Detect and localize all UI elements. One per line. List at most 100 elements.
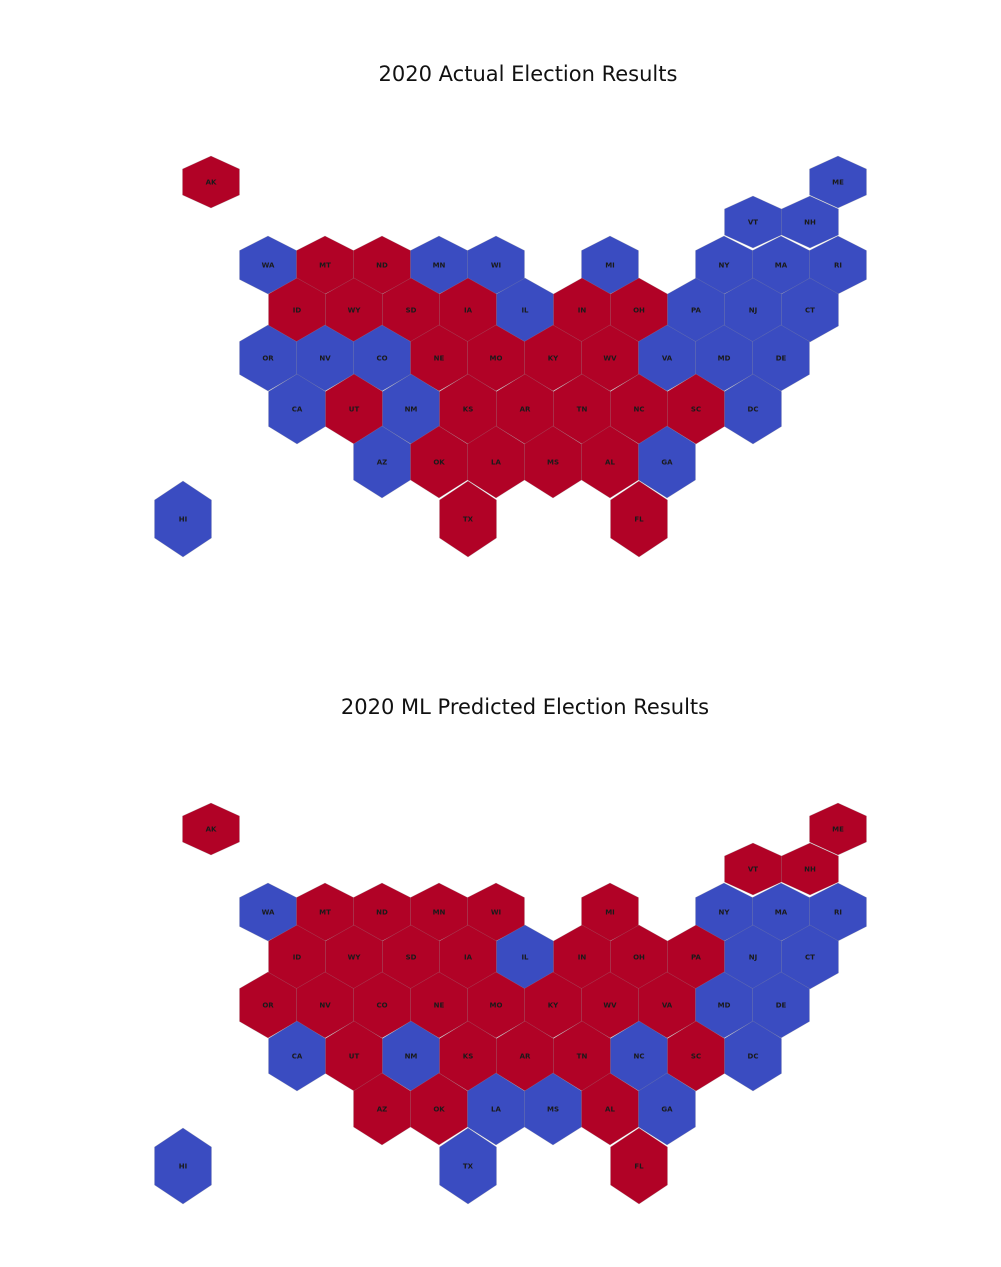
state-hex-hi [154,480,212,558]
state-label-sc: SC [691,406,701,414]
state-label-ri: RI [834,909,842,917]
state-label-nv: NV [319,1002,331,1010]
state-label-wa: WA [262,909,275,917]
state-label-nd: ND [376,262,388,270]
state-label-nj: NJ [749,954,757,962]
state-label-ms: MS [547,459,559,467]
state-label-al: AL [605,459,615,467]
state-label-md: MD [718,1002,731,1010]
state-label-mt: MT [319,262,331,270]
state-label-az: AZ [377,1106,388,1114]
state-label-me: ME [832,826,844,834]
state-label-ca: CA [292,1053,303,1061]
state-label-pa: PA [691,307,701,315]
state-label-sd: SD [406,307,417,315]
state-label-ak: AK [206,826,217,834]
state-label-al: AL [605,1106,615,1114]
state-label-wv: WV [603,355,617,363]
state-label-de: DE [776,1002,787,1010]
state-label-dc: DC [748,406,759,414]
state-label-in: IN [578,954,587,962]
state-label-nm: NM [405,1053,418,1061]
state-label-ok: OK [433,459,445,467]
state-label-dc: DC [748,1053,759,1061]
state-label-md: MD [718,355,731,363]
state-label-ca: CA [292,406,303,414]
actual-state-hexes: AK ME VT NH WA MT ND MN WI MI NY MA RI ID WY SD IA IL IN OH… [154,155,867,558]
state-label-fl: FL [634,1163,644,1171]
state-hex-nh [781,195,839,249]
state-hex-dc [724,1020,782,1092]
state-hex-me [809,155,867,209]
state-label-wv: WV [603,1002,617,1010]
state-label-ia: IA [464,954,473,962]
state-hex-dc [724,373,782,445]
actual-results-map: 2020 Actual Election Results AK ME VT NH WA M… [154,62,867,558]
state-label-mn: MN [433,909,446,917]
state-label-ct: CT [805,954,815,962]
state-label-ar: AR [520,1053,531,1061]
state-label-ga: GA [661,459,673,467]
state-label-wa: WA [262,262,275,270]
state-label-or: OR [262,355,274,363]
state-label-ny: NY [719,262,731,270]
state-hex-me [809,802,867,856]
state-label-vt: VT [748,219,758,227]
state-label-ne: NE [434,355,445,363]
state-label-wi: WI [491,262,501,270]
state-label-il: IL [521,307,529,315]
state-label-ky: KY [548,355,559,363]
state-label-la: LA [491,459,501,467]
state-label-me: ME [832,179,844,187]
state-label-ct: CT [805,307,815,315]
state-label-de: DE [776,355,787,363]
state-label-nh: NH [804,219,816,227]
state-label-la: LA [491,1106,501,1114]
state-label-oh: OH [633,954,645,962]
state-label-sc: SC [691,1053,701,1061]
state-label-nd: ND [376,909,388,917]
predicted-state-hexes: AK ME VT NH WA MT ND MN WI MI NY MA RI ID WY SD IA IL IN OH… [154,802,867,1205]
state-hex-tx [439,480,497,558]
state-label-ne: NE [434,1002,445,1010]
predicted-results-map: 2020 ML Predicted Election Results AK ME V… [154,695,867,1205]
state-label-ga: GA [661,1106,673,1114]
state-hex-ak [182,802,240,856]
actual-map-title: 2020 Actual Election Results [379,62,678,86]
state-label-nh: NH [804,866,816,874]
state-label-co: CO [376,355,387,363]
state-hex-ct [781,924,839,990]
state-hex-de [752,324,810,392]
state-label-ri: RI [834,262,842,270]
state-label-ma: MA [775,262,788,270]
state-label-ok: OK [433,1106,445,1114]
state-label-ks: KS [463,406,473,414]
state-label-mi: MI [605,909,615,917]
state-label-ak: AK [206,179,217,187]
state-label-nc: NC [634,406,645,414]
state-label-nm: NM [405,406,418,414]
state-label-nc: NC [634,1053,645,1061]
state-hex-ak [182,155,240,209]
state-label-fl: FL [634,516,644,524]
state-label-nv: NV [319,355,331,363]
state-label-vt: VT [748,866,758,874]
state-hex-ct [781,277,839,343]
state-label-tn: TN [577,406,588,414]
state-label-or: OR [262,1002,274,1010]
state-label-il: IL [521,954,529,962]
state-label-ky: KY [548,1002,559,1010]
state-hex-fl [610,1127,668,1205]
state-label-co: CO [376,1002,387,1010]
state-label-nj: NJ [749,307,757,315]
state-label-ar: AR [520,406,531,414]
state-label-az: AZ [377,459,388,467]
state-label-ms: MS [547,1106,559,1114]
state-hex-ga [638,425,696,499]
state-label-id: ID [293,307,302,315]
state-label-wi: WI [491,909,501,917]
predicted-map-title: 2020 ML Predicted Election Results [341,695,709,719]
state-label-tx: TX [463,516,474,524]
state-label-ut: UT [349,406,360,414]
state-hex-tx [439,1127,497,1205]
